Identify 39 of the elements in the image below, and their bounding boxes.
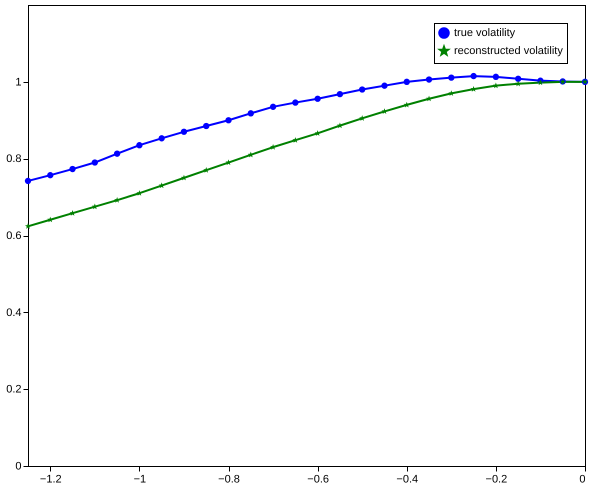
x-tick-label: −0.4 xyxy=(396,474,418,486)
point xyxy=(336,90,344,98)
x-tick-label: −1.2 xyxy=(40,474,62,486)
y-tick-label: 0 xyxy=(15,460,22,472)
point xyxy=(180,128,188,135)
point xyxy=(515,80,522,86)
x-tick-label: −0.6 xyxy=(307,474,329,486)
point xyxy=(69,166,76,172)
x-tick-label: −0.2 xyxy=(486,474,508,486)
point xyxy=(47,172,54,178)
point xyxy=(515,76,522,82)
point xyxy=(381,82,388,89)
legend-label: true volatility xyxy=(454,27,516,39)
legend-label: reconstructed volatility xyxy=(454,45,564,57)
x-tick-label: −0.8 xyxy=(218,474,240,486)
point xyxy=(314,96,321,102)
point xyxy=(24,178,32,184)
point xyxy=(225,117,232,124)
point xyxy=(404,78,410,85)
point xyxy=(492,74,500,80)
y-tick-label: 0.4 xyxy=(6,306,22,319)
point xyxy=(203,122,210,130)
point xyxy=(114,150,120,157)
y-tick-label: 0.2 xyxy=(6,384,22,396)
y-tick-label: 0.6 xyxy=(6,230,22,242)
point xyxy=(248,110,254,116)
point xyxy=(426,76,432,83)
point xyxy=(136,142,143,148)
x-tick-label: 0 xyxy=(579,474,586,486)
point xyxy=(292,99,299,106)
point xyxy=(359,86,366,93)
point xyxy=(470,72,477,80)
point xyxy=(92,159,98,166)
x-tick-label: −1 xyxy=(134,474,146,486)
point xyxy=(448,74,454,81)
point xyxy=(158,135,165,142)
point xyxy=(270,104,276,110)
y-tick-label: 0.8 xyxy=(6,153,22,166)
y-tick-label: 1 xyxy=(15,76,22,88)
